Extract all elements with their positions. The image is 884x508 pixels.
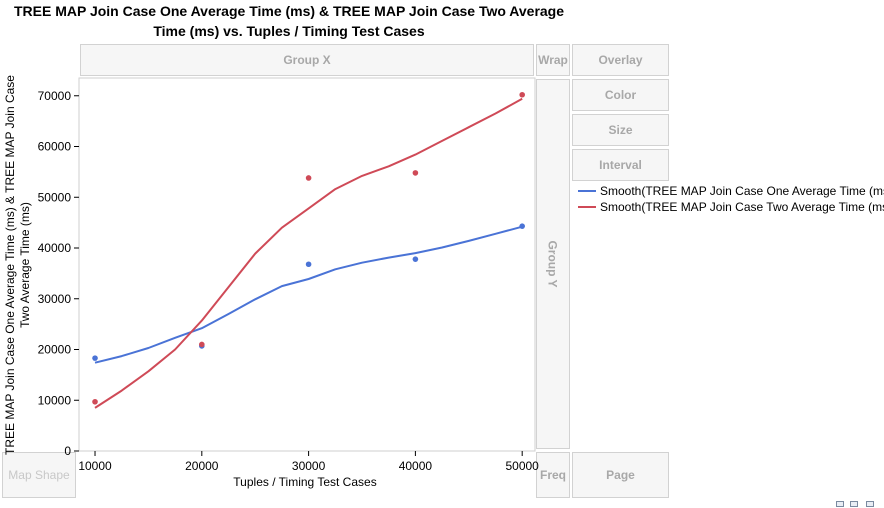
x-tick-label: 30000: [292, 459, 326, 473]
interval-label: Interval: [599, 158, 642, 172]
map-shape-label: Map Shape: [8, 468, 70, 482]
group-y-zone[interactable]: Group Y: [536, 79, 570, 449]
freq-label: Freq: [539, 468, 566, 482]
data-point-series-1[interactable]: [412, 256, 419, 262]
data-point-series-1[interactable]: [305, 261, 312, 268]
x-tick-label: 10000: [78, 459, 112, 473]
x-tick-label: 50000: [505, 459, 539, 473]
x-tick-label: 40000: [399, 459, 433, 473]
chart-title: TREE MAP Join Case One Average Time (ms)…: [0, 1, 578, 41]
data-point-series-2[interactable]: [412, 170, 419, 176]
smooth-line-series-2: [94, 97, 523, 409]
wrap-label: Wrap: [538, 53, 568, 67]
overlay-zone[interactable]: Overlay: [572, 44, 669, 76]
data-point-series-2[interactable]: [199, 341, 205, 348]
size-zone[interactable]: Size: [572, 114, 669, 146]
data-points: [92, 91, 525, 405]
freq-zone[interactable]: Freq: [536, 452, 570, 498]
size-label: Size: [608, 123, 633, 137]
legend: Smooth(TREE MAP Join Case One Average Ti…: [578, 183, 884, 215]
page-label: Page: [606, 468, 635, 482]
chart-title-line-2: Time (ms) vs. Tuples / Timing Test Cases: [153, 23, 425, 39]
y-tick-label: 60000: [38, 140, 72, 154]
color-label: Color: [604, 88, 637, 102]
interval-zone[interactable]: Interval: [572, 149, 669, 181]
y-tick-label: 30000: [38, 292, 72, 306]
data-point-series-2[interactable]: [519, 91, 525, 98]
axes: 0 10000 20000 30000 40000 50000 60000 70000 1000…: [38, 89, 540, 473]
data-point-series-1[interactable]: [519, 223, 525, 229]
y-tick-label: 50000: [38, 190, 72, 204]
smooth-lines: [94, 97, 523, 409]
overlay-label: Overlay: [598, 53, 643, 67]
y-axis-label-line-1: TREE MAP Join Case One Average Time (ms)…: [3, 75, 17, 455]
legend-item-series-1[interactable]: Smooth(TREE MAP Join Case One Average Ti…: [578, 183, 884, 199]
data-point-series-2[interactable]: [305, 175, 312, 181]
x-axis-label: Tuples / Timing Test Cases: [233, 475, 376, 489]
status-icons: [820, 500, 884, 508]
table-icon[interactable]: [850, 501, 858, 507]
legend-label-series-2: Smooth(TREE MAP Join Case Two Average Ti…: [600, 200, 884, 214]
window-icon[interactable]: [836, 501, 844, 507]
y-tick-label: 20000: [38, 343, 72, 357]
data-point-series-2[interactable]: [92, 398, 98, 405]
y-tick-label: 70000: [38, 89, 72, 103]
x-tick-label: 20000: [185, 459, 219, 473]
map-shape-zone[interactable]: Map Shape: [2, 452, 76, 498]
smooth-line-series-1: [94, 225, 523, 364]
y-tick-label: 40000: [38, 241, 72, 255]
chart-title-line-1: TREE MAP Join Case One Average Time (ms)…: [13, 3, 565, 19]
group-x-label: Group X: [283, 53, 331, 67]
page-zone[interactable]: Page: [572, 452, 669, 498]
panel-icon[interactable]: [866, 501, 874, 507]
group-x-zone[interactable]: Group X: [80, 44, 534, 76]
legend-item-series-2[interactable]: Smooth(TREE MAP Join Case Two Average Ti…: [578, 199, 884, 215]
wrap-zone[interactable]: Wrap: [536, 44, 570, 76]
legend-swatch-series-2: [578, 206, 596, 208]
y-tick-label: 10000: [38, 393, 72, 407]
y-tick-label: 0: [64, 444, 71, 458]
y-axis-label-line-2: Two Average Time (ms): [18, 202, 32, 328]
legend-label-series-1: Smooth(TREE MAP Join Case One Average Ti…: [600, 184, 884, 198]
color-zone[interactable]: Color: [572, 79, 669, 111]
data-point-series-1[interactable]: [92, 355, 98, 361]
legend-swatch-series-1: [578, 190, 596, 192]
